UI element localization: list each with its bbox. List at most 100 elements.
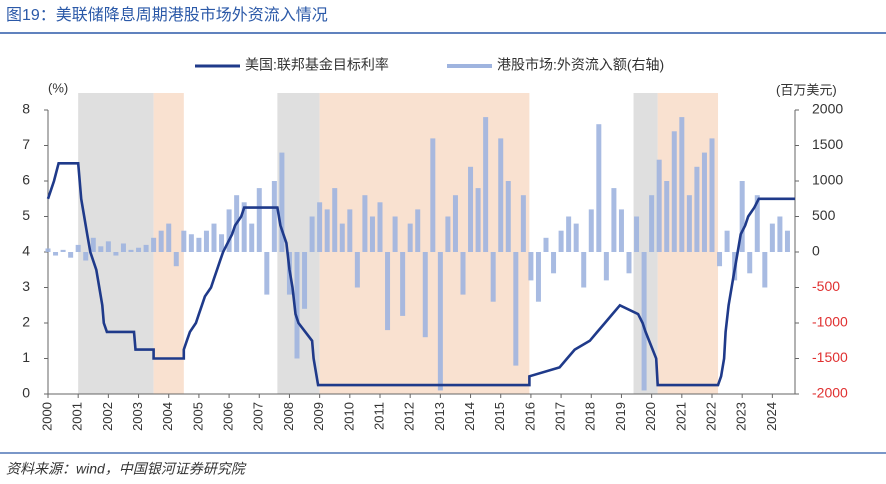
y2-tick-label: -1500 — [812, 349, 848, 365]
bar — [634, 216, 640, 252]
bar — [762, 252, 768, 288]
bar — [664, 181, 670, 252]
bar — [747, 252, 753, 274]
y2-tick-label: 0 — [812, 243, 820, 259]
bar — [581, 252, 587, 288]
bar — [166, 223, 172, 252]
x-tick-label: 2019 — [613, 402, 628, 431]
bar — [83, 252, 89, 261]
x-tick-label: 2010 — [341, 402, 356, 431]
bar — [452, 195, 458, 252]
y-tick-label: 5 — [22, 207, 30, 223]
bar — [151, 237, 157, 252]
x-tick-label: 2017 — [553, 402, 568, 431]
bar — [558, 230, 564, 252]
rate-line — [46, 162, 795, 387]
shaded-region — [78, 93, 154, 394]
shaded-region — [319, 93, 530, 394]
bar — [724, 230, 730, 252]
bar — [551, 252, 557, 274]
bar — [422, 252, 428, 338]
bar — [784, 230, 790, 252]
bar — [256, 188, 262, 252]
bar — [241, 202, 247, 252]
bar — [709, 138, 715, 252]
bar — [656, 159, 662, 252]
x-tick-label: 2000 — [39, 402, 54, 431]
bar — [271, 181, 277, 252]
y2-tick-label: -500 — [812, 278, 840, 294]
bar — [339, 223, 345, 252]
bar — [679, 117, 685, 252]
legend-label: 美国:联邦基金目标利率 — [245, 57, 389, 73]
y-axis-label: (%) — [48, 80, 68, 95]
bar — [520, 195, 526, 252]
bar — [332, 188, 338, 252]
bar — [694, 166, 700, 252]
bar — [400, 252, 406, 316]
x-tick-label: 2003 — [130, 402, 145, 431]
x-tick-label: 2009 — [311, 402, 326, 431]
bar — [120, 243, 126, 252]
x-tick-label: 2013 — [432, 402, 447, 431]
y-tick-label: 7 — [22, 136, 30, 152]
bar — [603, 252, 609, 281]
bar — [211, 223, 217, 252]
bar — [188, 234, 194, 252]
x-tick-label: 2016 — [522, 402, 537, 431]
x-tick-label: 2007 — [251, 402, 266, 431]
bar — [535, 252, 541, 302]
y-tick-label: 1 — [22, 349, 30, 365]
y-tick-label: 0 — [22, 385, 30, 401]
y2-tick-label: 1500 — [812, 136, 843, 152]
bar — [45, 248, 51, 252]
bar — [385, 252, 391, 331]
bar — [309, 216, 315, 252]
x-tick-label: 2005 — [190, 402, 205, 431]
bar — [641, 252, 647, 391]
bar — [105, 241, 111, 252]
bar — [75, 244, 81, 252]
y2-tick-label: 500 — [812, 207, 836, 223]
bar — [377, 202, 383, 252]
bar — [173, 252, 179, 267]
x-tick-label: 2001 — [70, 402, 85, 431]
bar — [777, 216, 783, 252]
x-tick-label: 2015 — [492, 402, 507, 431]
chart-title: 图19：美联储降息周期港股市场外资流入情况 — [6, 6, 328, 24]
bar — [626, 252, 632, 274]
bar — [60, 249, 66, 252]
y2-tick-label: 1000 — [812, 172, 843, 188]
bar — [415, 209, 421, 252]
x-tick-label: 2022 — [703, 402, 718, 431]
x-tick-label: 2011 — [371, 402, 386, 430]
y2-tick-label: -1000 — [812, 314, 848, 330]
bar — [445, 216, 451, 252]
bar — [618, 209, 624, 252]
bar — [196, 237, 202, 252]
bar — [596, 124, 602, 252]
bar — [354, 252, 360, 288]
x-tick-label: 2014 — [462, 402, 477, 431]
bar — [294, 252, 300, 359]
bar — [68, 252, 74, 258]
bar — [498, 138, 504, 252]
bar — [588, 209, 594, 252]
bar — [407, 223, 413, 252]
bar — [226, 209, 232, 252]
bar — [460, 252, 466, 295]
y2-tick-label: 2000 — [812, 101, 843, 117]
bar — [128, 249, 134, 252]
bar — [543, 237, 549, 252]
x-tick-label: 2002 — [100, 402, 115, 431]
bar — [249, 223, 255, 252]
bar — [649, 195, 655, 252]
y-tick-label: 6 — [22, 172, 30, 188]
x-tick-label: 2020 — [643, 402, 658, 431]
x-tick-label: 2023 — [734, 402, 749, 431]
bar — [437, 252, 443, 391]
bar — [219, 234, 225, 252]
bar — [611, 188, 617, 252]
bar — [53, 252, 59, 256]
source-note: 资料来源：wind，中国银河证券研究院 — [6, 461, 247, 477]
